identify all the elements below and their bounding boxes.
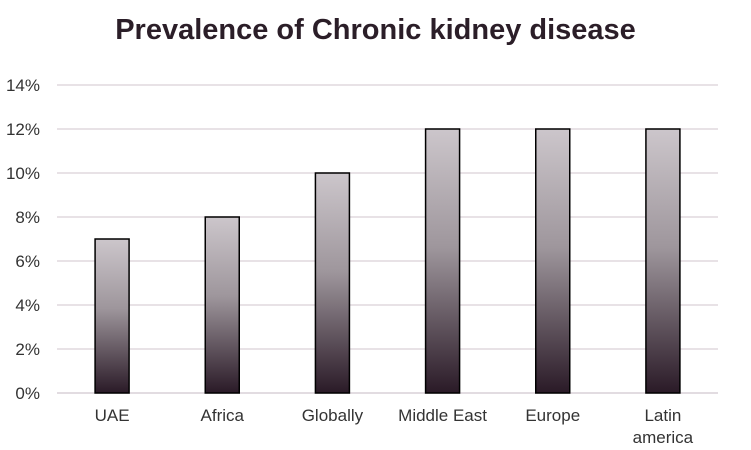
bar — [314, 172, 351, 394]
x-category-label: Africa — [201, 406, 245, 425]
x-category-label: Europe — [525, 406, 580, 425]
chart-title: Prevalence of Chronic kidney disease — [115, 14, 636, 46]
bar — [424, 128, 461, 394]
x-category-label: Globally — [302, 406, 364, 425]
bar — [645, 128, 681, 394]
bar — [204, 216, 240, 394]
x-category-label: UAE — [95, 406, 130, 425]
gridlines — [57, 84, 718, 394]
y-tick-label: 14% — [6, 76, 40, 95]
bars — [94, 128, 681, 394]
x-category-label: Latin america — [633, 406, 694, 447]
y-tick-label: 12% — [6, 120, 40, 139]
bar — [94, 238, 130, 394]
y-tick-label: 10% — [6, 164, 40, 183]
x-category-label: Middle East — [398, 406, 487, 425]
x-axis-category-labels: UAE Africa Globally Middle East Europe Latin a… — [95, 406, 694, 447]
y-axis-tick-labels: 0% 2% 4% 6% 8% 10% 12% 14% — [6, 76, 40, 403]
bar — [535, 128, 571, 394]
y-tick-label: 2% — [15, 340, 40, 359]
y-tick-label: 6% — [15, 252, 40, 271]
y-tick-label: 8% — [15, 208, 40, 227]
y-tick-label: 4% — [15, 296, 40, 315]
y-tick-label: 0% — [15, 384, 40, 403]
